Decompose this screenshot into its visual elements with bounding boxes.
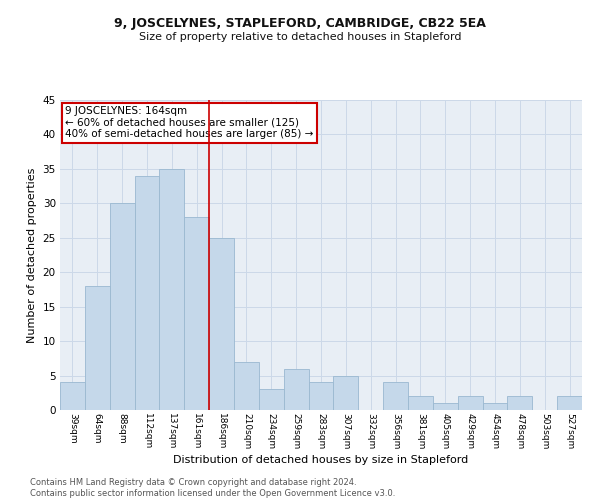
Bar: [234, 362, 259, 410]
Text: Size of property relative to detached houses in Stapleford: Size of property relative to detached ho…: [139, 32, 461, 42]
Text: 9 JOSCELYNES: 164sqm
← 60% of detached houses are smaller (125)
40% of semi-deta: 9 JOSCELYNES: 164sqm ← 60% of detached h…: [65, 106, 314, 140]
Bar: [134, 176, 160, 410]
Bar: [184, 217, 209, 410]
Bar: [557, 396, 582, 410]
Bar: [160, 169, 184, 410]
Bar: [85, 286, 110, 410]
Bar: [110, 204, 134, 410]
X-axis label: Distribution of detached houses by size in Stapleford: Distribution of detached houses by size …: [173, 454, 469, 464]
Text: 9, JOSCELYNES, STAPLEFORD, CAMBRIDGE, CB22 5EA: 9, JOSCELYNES, STAPLEFORD, CAMBRIDGE, CB…: [114, 18, 486, 30]
Bar: [458, 396, 482, 410]
Y-axis label: Number of detached properties: Number of detached properties: [27, 168, 37, 342]
Bar: [482, 403, 508, 410]
Bar: [284, 368, 308, 410]
Bar: [383, 382, 408, 410]
Bar: [508, 396, 532, 410]
Bar: [334, 376, 358, 410]
Bar: [60, 382, 85, 410]
Bar: [408, 396, 433, 410]
Bar: [433, 403, 458, 410]
Bar: [308, 382, 334, 410]
Bar: [209, 238, 234, 410]
Text: Contains HM Land Registry data © Crown copyright and database right 2024.
Contai: Contains HM Land Registry data © Crown c…: [30, 478, 395, 498]
Bar: [259, 390, 284, 410]
